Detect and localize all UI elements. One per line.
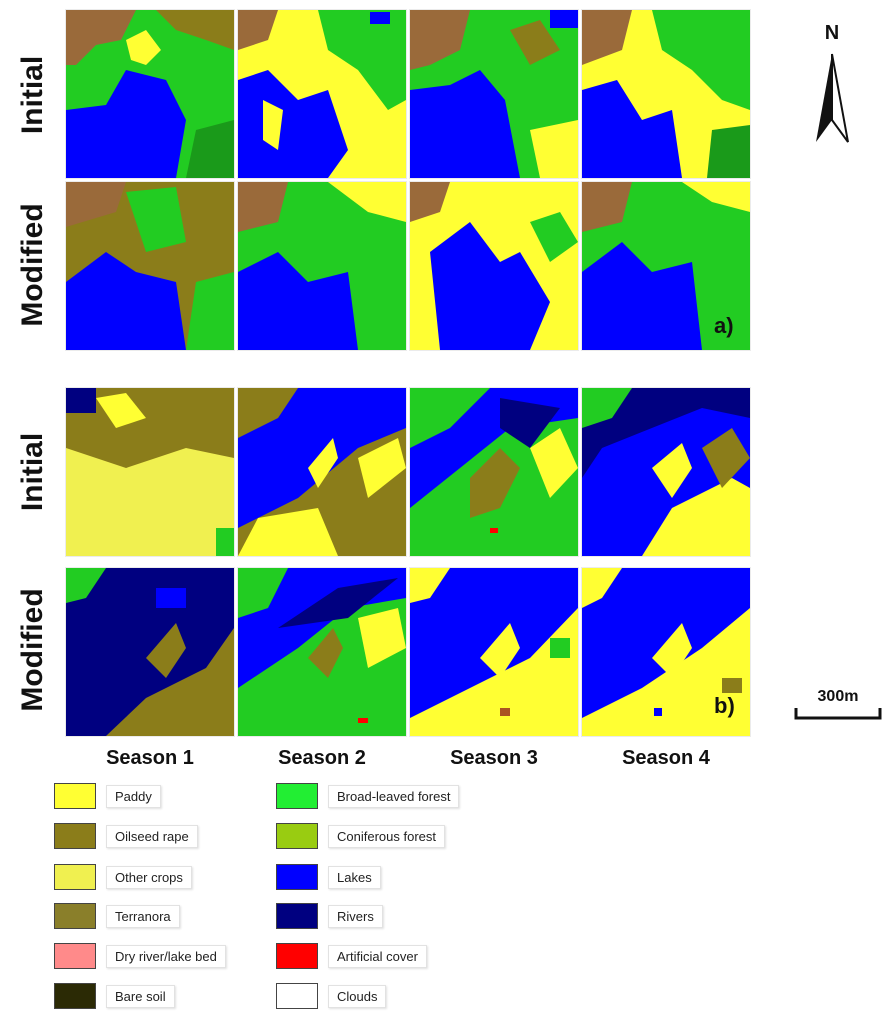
map-tile-b-modified-season-3 [410, 568, 578, 736]
legend-label: Terranora [106, 904, 180, 928]
season-label-3: Season 3 [450, 747, 538, 769]
panel-tag-a: a) [714, 313, 734, 338]
legend-swatch [54, 903, 96, 929]
map-tile-a-initial-season-4 [582, 10, 750, 178]
row-label-b-initial: Initial [16, 432, 49, 512]
legend-label: Clouds [328, 984, 387, 1008]
legend-item-oilseed-rape: Oilseed rape [54, 822, 198, 850]
map-tile-b-modified-season-4 [582, 568, 750, 736]
legend-label: Bare soil [106, 984, 175, 1008]
season-label-1: Season 1 [106, 747, 194, 769]
legend-item-other-crops: Other crops [54, 863, 192, 891]
legend-swatch [54, 864, 96, 890]
map-tile-a-initial-season-2 [238, 10, 406, 178]
season-label-4: Season 4 [622, 747, 710, 769]
map-tile-b-initial-season-3 [410, 388, 578, 556]
legend-item-dry-river-lake-bed: Dry river/lake bed [54, 942, 226, 970]
legend-label: Dry river/lake bed [106, 944, 226, 968]
map-tile-a-modified-season-3 [410, 182, 578, 350]
row-label-a-initial: Initial [16, 55, 49, 135]
scale-bar: 300m [792, 688, 884, 722]
legend-label: Other crops [106, 865, 192, 889]
legend-label: Artificial cover [328, 944, 427, 968]
legend-swatch [54, 783, 96, 809]
legend-swatch [54, 983, 96, 1009]
legend-item-clouds: Clouds [276, 982, 387, 1010]
north-arrow: N [806, 22, 858, 147]
legend-label: Coniferous forest [328, 824, 445, 848]
row-label-a-modified: Modified [16, 203, 49, 327]
map-tile-b-initial-season-4 [582, 388, 750, 556]
legend-swatch [276, 864, 318, 890]
map-tile-a-initial-season-3 [410, 10, 578, 178]
legend-swatch [276, 903, 318, 929]
legend-item-coniferous-forest: Coniferous forest [276, 822, 445, 850]
legend-label: Lakes [328, 865, 381, 889]
legend-item-lakes: Lakes [276, 863, 381, 891]
legend-item-bare-soil: Bare soil [54, 982, 175, 1010]
map-tile-a-modified-season-2 [238, 182, 406, 350]
legend-item-paddy: Paddy [54, 782, 161, 810]
legend-swatch [276, 823, 318, 849]
legend-swatch [276, 983, 318, 1009]
legend-item-terranora: Terranora [54, 902, 180, 930]
north-label: N [824, 22, 840, 44]
legend-item-broad-leaved-forest: Broad-leaved forest [276, 782, 460, 810]
map-tile-b-modified-season-2 [238, 568, 406, 736]
map-tile-b-initial-season-1 [66, 388, 234, 556]
legend-label: Rivers [328, 904, 383, 928]
legend-swatch [54, 943, 96, 969]
map-tile-b-modified-season-1 [66, 568, 234, 736]
map-tile-a-initial-season-1 [66, 10, 234, 178]
legend-item-artificial-cover: Artificial cover [276, 942, 427, 970]
map-tile-a-modified-season-4 [582, 182, 750, 350]
legend-label: Paddy [106, 784, 161, 808]
row-label-b-modified: Modified [16, 588, 49, 712]
season-label-2: Season 2 [278, 747, 366, 769]
scale-bar-icon [794, 708, 882, 720]
legend-swatch [276, 783, 318, 809]
legend-label: Oilseed rape [106, 824, 198, 848]
map-tile-b-initial-season-2 [238, 388, 406, 556]
scale-label: 300m [817, 688, 859, 705]
legend-label: Broad-leaved forest [328, 784, 460, 808]
north-arrow-icon [816, 53, 849, 143]
legend-swatch [276, 943, 318, 969]
map-tile-a-modified-season-1 [66, 182, 234, 350]
panel-tag-b: b) [714, 693, 735, 718]
legend-swatch [54, 823, 96, 849]
legend-item-rivers: Rivers [276, 902, 383, 930]
